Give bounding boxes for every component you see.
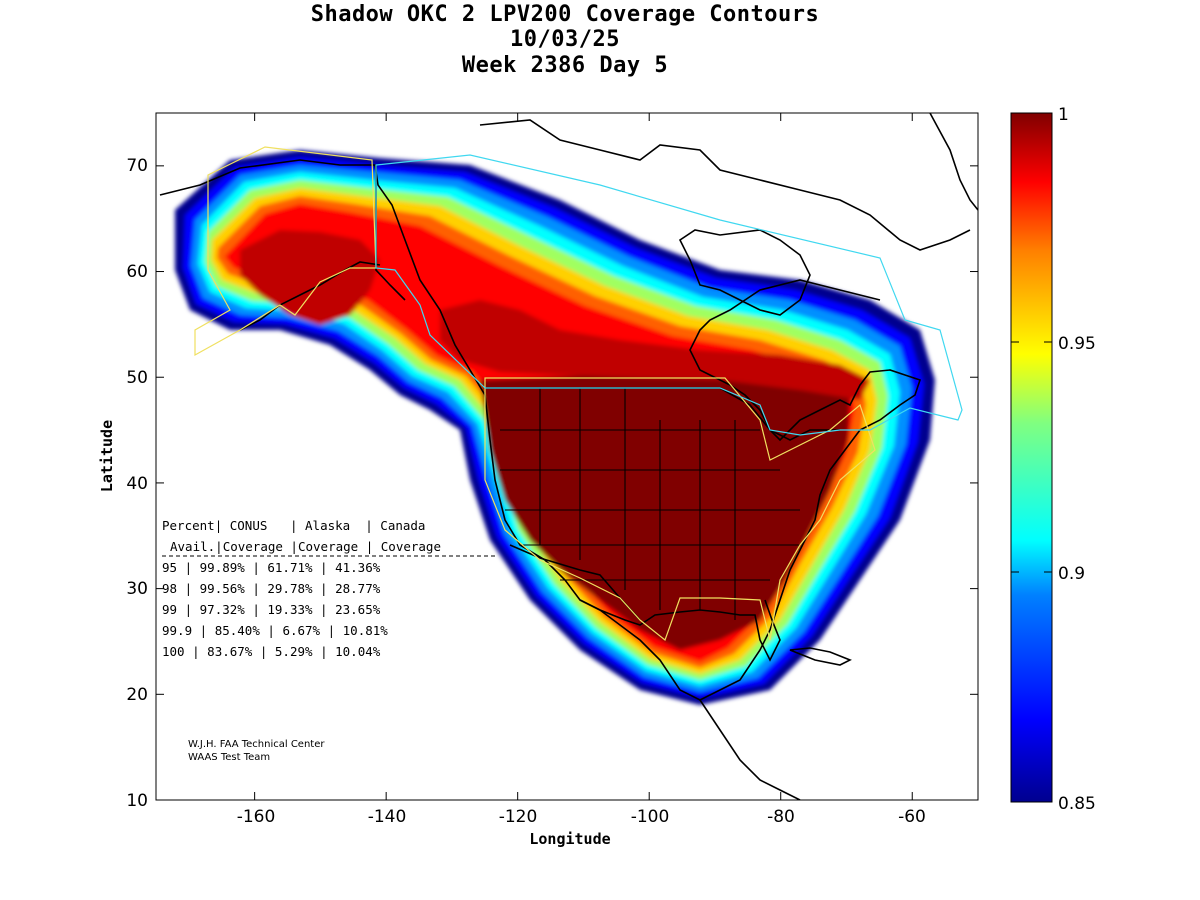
row-canada: 23.65% <box>335 602 381 617</box>
row-alaska: 29.78% <box>267 581 313 596</box>
table-row: 99.9 | 85.40% | 6.67% | 10.81% <box>162 623 388 638</box>
row-canada: 10.04% <box>335 644 381 659</box>
row-conus: 99.56% <box>200 581 246 596</box>
row-canada: 10.81% <box>343 623 389 638</box>
row-alaska: 5.29% <box>275 644 313 659</box>
row-alaska: 19.33% <box>267 602 313 617</box>
y-tick-label: 40 <box>126 474 148 494</box>
contour-1-00-canada <box>440 300 870 400</box>
contour-1-00-alaska <box>240 230 380 325</box>
row-percent: 99 <box>162 602 185 617</box>
colorbar <box>1010 112 1053 803</box>
y-tick-label: 10 <box>126 791 148 811</box>
row-conus: 83.67% <box>207 644 253 659</box>
row-percent: 98 <box>162 581 185 596</box>
header-coverage-alaska: Coverage <box>298 539 358 554</box>
colorbar-tick-label: 0.85 <box>1058 794 1096 814</box>
x-tick-label: -80 <box>767 807 795 827</box>
y-tick-label: 20 <box>126 685 148 705</box>
header-coverage-conus: Coverage <box>223 539 283 554</box>
credit-line-2: WAAS Test Team <box>188 752 270 763</box>
row-conus: 99.89% <box>200 560 246 575</box>
map-title-line-2: 10/03/25 <box>510 27 620 52</box>
row-alaska: 6.67% <box>282 623 320 638</box>
header-percent: Percent <box>162 518 215 533</box>
table-row: 100 | 83.67% | 5.29% | 10.04% <box>162 644 381 659</box>
plot-frame <box>155 112 979 801</box>
mexico-central <box>699 699 801 800</box>
arctic-islands <box>479 119 971 251</box>
table-header-row-1: Percent| CONUS | Alaska | Canada <box>162 518 425 533</box>
row-conus: 85.40% <box>215 623 261 638</box>
x-tick-label: -60 <box>898 807 926 827</box>
row-canada: 28.77% <box>335 581 381 596</box>
alaska-service-volume <box>194 146 377 357</box>
y-axis-title: Latitude <box>98 420 116 492</box>
row-alaska: 61.71% <box>267 560 313 575</box>
alaska-peninsula <box>239 261 381 331</box>
row-percent: 100 <box>162 644 192 659</box>
axis-ticks <box>156 113 978 801</box>
row-percent: 99.9 <box>162 623 200 638</box>
coverage-stats-table: Percent| CONUS | Alaska | Canada Avail.|… <box>162 518 495 659</box>
colorbar-ticks <box>1011 112 1052 803</box>
y-tick-label: 60 <box>126 262 148 282</box>
header-coverage-canada: Coverage <box>381 539 441 554</box>
row-canada: 41.36% <box>335 560 381 575</box>
map-title-line-1: Shadow OKC 2 LPV200 Coverage Contours <box>310 2 820 27</box>
x-tick-label: -100 <box>631 807 670 827</box>
y-tick-label: 30 <box>126 579 148 599</box>
table-header-row-2: Avail.|Coverage |Coverage | Coverage <box>170 539 441 554</box>
x-tick-label: -120 <box>499 807 538 827</box>
colorbar-tick-label: 1 <box>1058 105 1069 125</box>
table-row: 99 | 97.32% | 19.33% | 23.65% <box>162 602 381 617</box>
x-tick-label: -140 <box>368 807 407 827</box>
greenland-coast <box>929 113 978 211</box>
colorbar-tick-label: 0.95 <box>1058 334 1096 354</box>
table-rows: 95 | 99.89% | 61.71% | 41.36% 98 | 99.56… <box>162 560 388 659</box>
y-tick-label: 50 <box>126 368 148 388</box>
header-alaska: Alaska <box>305 518 350 533</box>
gulf-coast <box>579 599 781 662</box>
cuba <box>789 647 852 666</box>
header-avail: Avail. <box>170 539 215 554</box>
colorbar-tick-label: 0.9 <box>1058 564 1085 584</box>
coastlines <box>159 113 978 800</box>
conus-service-volume <box>484 377 876 641</box>
table-row: 95 | 99.89% | 61.71% | 41.36% <box>162 560 381 575</box>
credit-line-1: W.J.H. FAA Technical Center <box>188 739 325 750</box>
state-borders <box>500 388 800 620</box>
row-conus: 97.32% <box>200 602 246 617</box>
header-canada: Canada <box>380 518 425 533</box>
canada-service-volume <box>375 154 963 436</box>
row-percent: 95 <box>162 560 185 575</box>
map-title-line-3: Week 2386 Day 5 <box>461 53 669 78</box>
y-tick-label: 70 <box>126 156 148 176</box>
hudson-bay <box>678 229 811 316</box>
service-volumes <box>194 146 963 641</box>
header-conus: CONUS <box>230 518 268 533</box>
north-america-coast <box>159 159 922 701</box>
x-axis-title: Longitude <box>529 830 610 848</box>
table-row: 98 | 99.56% | 29.78% | 28.77% <box>162 581 381 596</box>
x-tick-label: -160 <box>237 807 276 827</box>
